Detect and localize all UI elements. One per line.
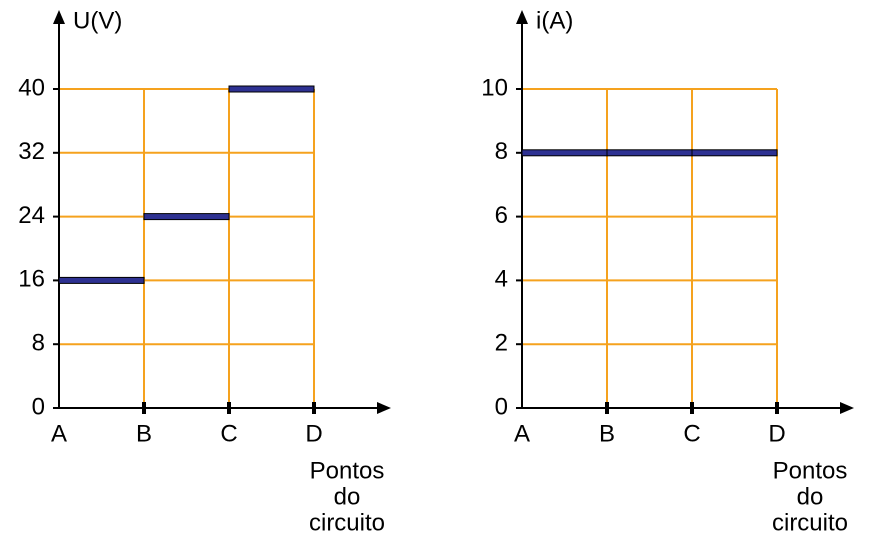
y-tick-label: 8 — [32, 330, 45, 357]
y-tick-label: 24 — [18, 202, 45, 229]
y-tick-label: 0 — [32, 393, 45, 420]
x-axis-label: do — [334, 483, 361, 510]
x-tick-label: B — [136, 420, 152, 447]
y-tick-label: 4 — [495, 266, 508, 293]
y-tick-label: 2 — [495, 330, 508, 357]
x-axis-label: circuito — [772, 509, 848, 536]
x-tick-label: A — [51, 420, 67, 447]
y-tick-label: 0 — [495, 393, 508, 420]
x-axis-label: Pontos — [310, 457, 385, 484]
x-tick-label: D — [305, 420, 322, 447]
segment — [521, 149, 608, 157]
x-tick-label: C — [683, 420, 700, 447]
y-tick-label: 16 — [18, 266, 45, 293]
y-tick-label: 8 — [495, 138, 508, 165]
y-axis-arrow — [516, 10, 528, 24]
y-tick-label: 40 — [18, 74, 45, 101]
segment — [228, 85, 315, 93]
y-tick-label: 32 — [18, 138, 45, 165]
segment — [691, 149, 778, 157]
x-axis-label: do — [797, 483, 824, 510]
y-tick-label: 6 — [495, 202, 508, 229]
x-axis-label: circuito — [309, 509, 385, 536]
segment — [58, 276, 145, 284]
x-axis-label: Pontos — [773, 457, 848, 484]
x-tick-label: B — [599, 420, 615, 447]
segment — [143, 213, 230, 221]
x-tick-label: A — [514, 420, 530, 447]
x-tick-label: C — [220, 420, 237, 447]
x-tick-label: D — [768, 420, 785, 447]
segment — [606, 149, 693, 157]
y-tick-label: 10 — [481, 74, 508, 101]
y-axis-label: U(V) — [73, 7, 122, 34]
y-axis-label: i(A) — [536, 7, 573, 34]
x-axis-arrow — [840, 402, 854, 414]
x-axis-arrow — [377, 402, 391, 414]
y-axis-arrow — [53, 10, 65, 24]
